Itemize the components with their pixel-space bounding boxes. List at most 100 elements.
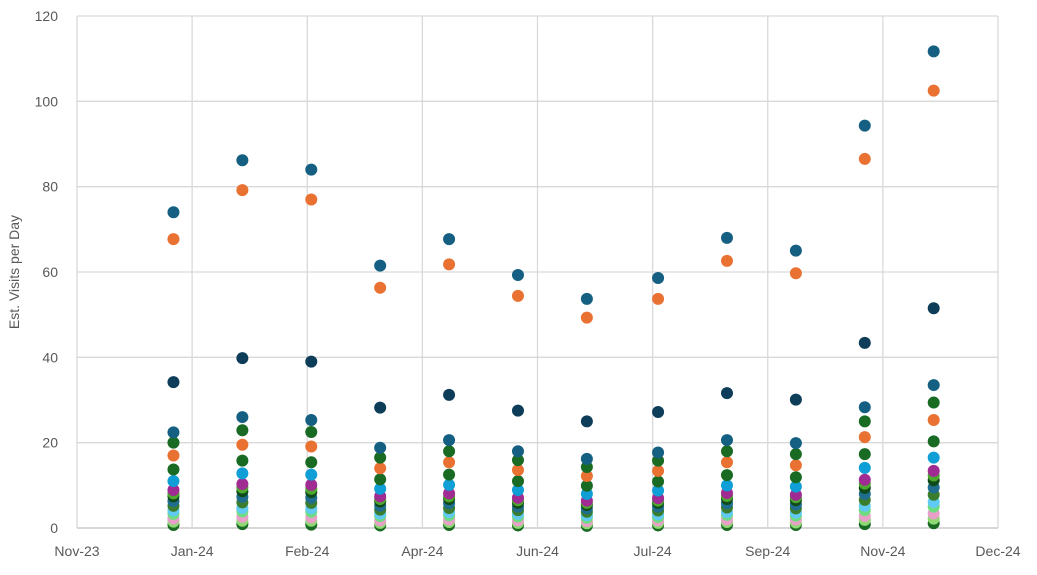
data-point: [720, 469, 733, 482]
series-S14: [167, 495, 940, 522]
gridlines: [76, 15, 999, 529]
y-axis-label: Est. Visits per Day: [6, 215, 22, 329]
series-S16: [167, 507, 940, 528]
y-tick-label: 100: [35, 93, 59, 109]
data-point: [858, 431, 871, 444]
data-point: [927, 379, 940, 392]
x-axis-ticks: Nov-23 Jan-24 Feb-24 Apr-24 Jun-24 Jul-24 Sep-…: [54, 543, 1020, 559]
series-S12: [167, 481, 940, 515]
data-point: [652, 464, 665, 477]
data-point: [167, 449, 180, 462]
data-points: [167, 45, 940, 532]
data-point: [789, 244, 802, 257]
data-point: [789, 267, 802, 280]
data-point: [443, 478, 456, 491]
data-point: [789, 480, 802, 493]
data-point: [374, 281, 387, 294]
data-point: [305, 414, 318, 427]
x-tick-label: Dec-24: [975, 543, 1020, 559]
data-point: [720, 254, 733, 267]
data-point: [443, 388, 456, 401]
data-point: [167, 484, 180, 497]
series-S6: [167, 414, 940, 482]
data-point: [511, 445, 524, 458]
x-tick-label: Nov-24: [860, 543, 905, 559]
data-point: [580, 311, 593, 324]
data-point: [236, 184, 249, 197]
data-point: [858, 473, 871, 486]
data-point: [652, 271, 665, 284]
data-point: [511, 475, 524, 488]
data-point: [236, 438, 249, 451]
data-point: [858, 461, 871, 474]
data-point: [511, 289, 524, 302]
data-point: [236, 424, 249, 437]
data-point: [720, 387, 733, 400]
data-point: [720, 479, 733, 492]
data-point: [236, 478, 249, 491]
series-S13: [167, 488, 940, 518]
data-point: [720, 434, 733, 447]
data-point: [720, 231, 733, 244]
series-S1: [167, 45, 940, 305]
data-point: [167, 463, 180, 476]
data-point: [858, 152, 871, 165]
series-S11: [167, 474, 940, 511]
series-S10: [167, 469, 940, 509]
data-point: [167, 475, 180, 488]
data-point: [236, 454, 249, 467]
data-point: [927, 302, 940, 315]
x-tick-label: Jan-24: [171, 543, 214, 559]
data-point: [580, 292, 593, 305]
data-point: [443, 445, 456, 458]
data-point: [580, 479, 593, 492]
data-point: [236, 154, 249, 167]
data-point: [927, 414, 940, 427]
data-point: [305, 193, 318, 206]
data-point: [443, 434, 456, 447]
series-S9: [167, 464, 940, 507]
data-point: [511, 268, 524, 281]
data-point: [167, 233, 180, 246]
data-point: [374, 482, 387, 495]
x-tick-label: Feb-24: [285, 543, 330, 559]
data-point: [374, 441, 387, 454]
data-point: [858, 448, 871, 461]
data-point: [305, 440, 318, 453]
data-point: [511, 463, 524, 476]
data-point: [580, 415, 593, 428]
data-point: [927, 45, 940, 58]
data-point: [305, 456, 318, 469]
data-point: [167, 206, 180, 219]
data-point: [720, 456, 733, 469]
data-point: [858, 401, 871, 414]
x-tick-label: Sep-24: [745, 543, 790, 559]
data-point: [236, 411, 249, 424]
data-point: [789, 393, 802, 406]
y-tick-label: 0: [50, 520, 58, 536]
data-point: [927, 435, 940, 448]
data-point: [652, 405, 665, 418]
series-S2: [167, 84, 940, 324]
x-tick-label: Jun-24: [516, 543, 559, 559]
data-point: [927, 396, 940, 409]
data-point: [374, 451, 387, 464]
x-tick-label: Nov-23: [54, 543, 99, 559]
y-tick-label: 120: [35, 8, 59, 24]
data-point: [652, 484, 665, 497]
series-S18: [167, 517, 940, 532]
x-tick-label: Apr-24: [401, 543, 443, 559]
data-point: [443, 258, 456, 271]
data-point: [789, 459, 802, 472]
series-S3: [167, 302, 940, 428]
data-point: [511, 404, 524, 417]
series-S7: [167, 435, 940, 492]
data-point: [927, 464, 940, 477]
data-point: [511, 454, 524, 467]
data-point: [927, 84, 940, 97]
series-S17: [167, 512, 940, 530]
data-point: [305, 163, 318, 176]
data-point: [652, 292, 665, 305]
data-point: [236, 467, 249, 480]
